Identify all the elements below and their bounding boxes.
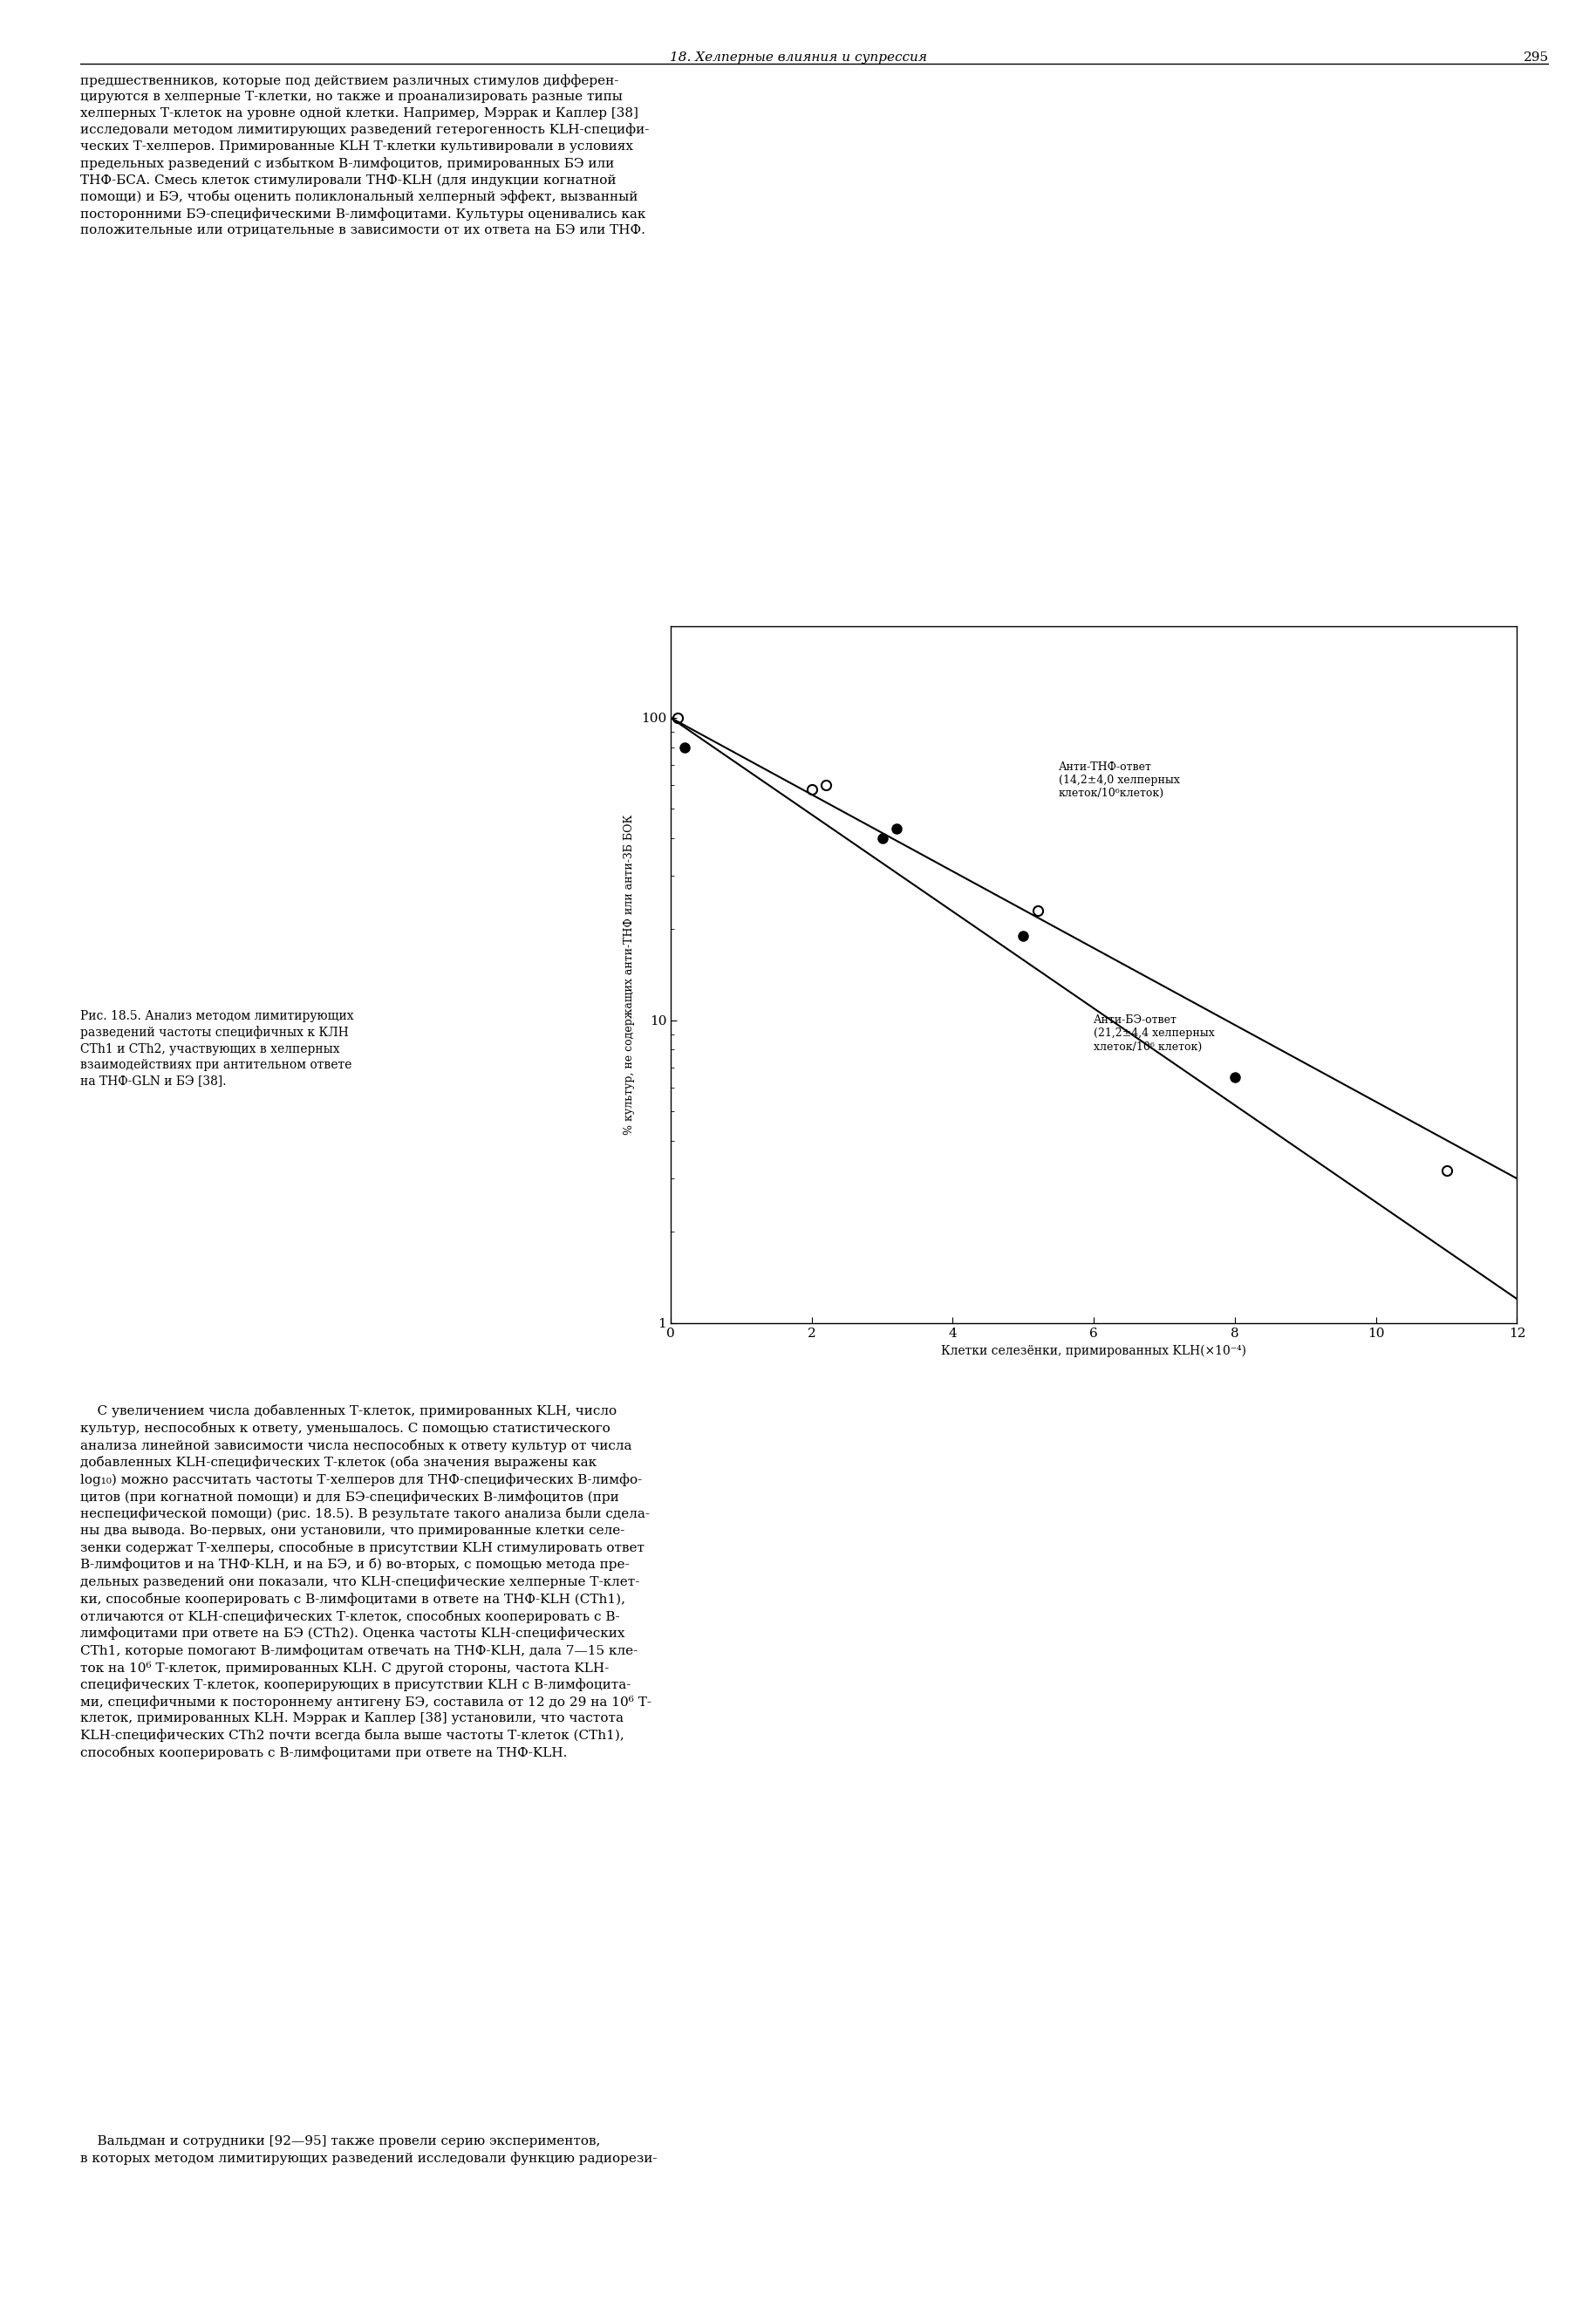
Text: 18. Хелперные влияния и супрессия: 18. Хелперные влияния и супрессия	[669, 51, 927, 63]
Text: предшественников, которые под действием различных стимулов дифферен-
цируются в : предшественников, которые под действием …	[80, 74, 648, 237]
Text: С увеличением числа добавленных Т-клеток, примированных KLH, число
культур, несп: С увеличением числа добавленных Т-клеток…	[80, 1404, 651, 1759]
Y-axis label: % культур, не содержащих анти-ТНФ или анти-ЗБ БОК: % культур, не содержащих анти-ТНФ или ан…	[622, 815, 635, 1135]
X-axis label: Клетки селезёнки, примированных KLH(×10⁻⁴): Клетки селезёнки, примированных KLH(×10⁻…	[940, 1344, 1246, 1358]
Text: Рис. 18.5. Анализ методом лимитирующих
разведений частоты специфичных к КЛН
СТh1: Рис. 18.5. Анализ методом лимитирующих р…	[80, 1010, 353, 1086]
Text: Анти-ТНФ-ответ
(14,2±4,0 хелперных
клеток/10⁶клеток): Анти-ТНФ-ответ (14,2±4,0 хелперных клето…	[1058, 761, 1179, 798]
Text: 295: 295	[1523, 51, 1548, 63]
Text: Вальдман и сотрудники [92—95] также провели серию экспериментов,
в которых метод: Вальдман и сотрудники [92—95] также пров…	[80, 2135, 656, 2165]
Text: Анти-БЭ-ответ
(21,2±4,4 хелперных
хлеток/10⁶ клеток): Анти-БЭ-ответ (21,2±4,4 хелперных хлеток…	[1093, 1014, 1215, 1051]
